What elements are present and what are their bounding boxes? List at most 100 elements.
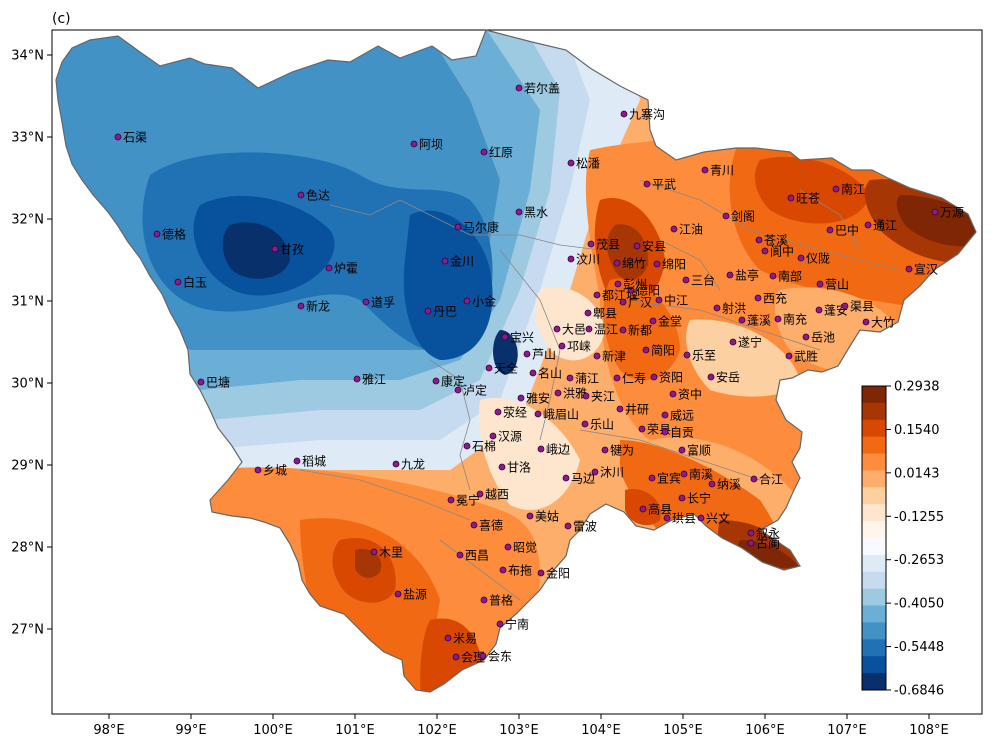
city-label: 岳池 (811, 331, 835, 345)
city-marker (707, 373, 715, 381)
x-tick-label: 108°E (909, 723, 949, 738)
city-marker (587, 240, 595, 248)
city-label: 茂县 (596, 238, 620, 252)
city-label: 道孚 (371, 296, 395, 310)
city-label: 乐至 (692, 349, 716, 363)
city-marker (489, 432, 497, 440)
city-label: 盐亭 (735, 268, 759, 283)
colorbar-segment (862, 622, 886, 640)
colorbar-tick-label: -0.4050 (894, 597, 944, 612)
city-marker (649, 317, 657, 325)
city-label: 平武 (652, 178, 676, 192)
city-label: 夹江 (591, 390, 615, 404)
x-tick-label: 104°E (581, 723, 621, 738)
city-marker (619, 326, 627, 334)
city-marker (456, 551, 464, 559)
city-label: 旺苍 (796, 192, 820, 206)
city-label: 甘孜 (280, 243, 304, 257)
city-label: 雅安 (526, 391, 550, 406)
city-label: 普格 (489, 593, 513, 608)
city-label: 木里 (379, 546, 403, 560)
city-label: 绵阳 (662, 258, 686, 272)
city-label: 德格 (162, 227, 186, 242)
city-label: 松潘 (576, 157, 600, 171)
city-label: 色达 (306, 189, 330, 203)
city-label: 宝兴 (510, 331, 534, 345)
colorbar-segment (862, 504, 886, 522)
city-label: 纳溪 (717, 478, 741, 492)
city-marker (501, 333, 509, 341)
city-marker (864, 221, 872, 229)
city-label: 小金 (472, 294, 496, 309)
city-marker (797, 254, 805, 262)
city-marker (832, 185, 840, 193)
city-label: 沐川 (600, 466, 624, 480)
city-label: 渠县 (850, 300, 874, 314)
x-tick-label: 101°E (335, 723, 375, 738)
city-marker (485, 364, 493, 372)
city-label: 犍为 (610, 444, 634, 458)
city-label: 仁寿 (622, 372, 646, 386)
city-marker (447, 496, 455, 504)
colorbar-frame (861, 385, 887, 691)
city-label: 新龙 (306, 299, 330, 314)
city-label: 南溪 (689, 467, 713, 482)
city-marker (905, 265, 913, 273)
colorbar-tick-label: 0.0143 (894, 466, 940, 481)
y-tick-label: 27°N (11, 623, 44, 638)
city-marker (655, 296, 663, 304)
city-label: 遂宁 (738, 335, 762, 350)
city-label: 宜宾 (657, 471, 681, 486)
colorbar-segment (862, 521, 886, 539)
city-marker (747, 539, 755, 547)
city-marker (480, 596, 488, 604)
city-label: 营山 (825, 278, 849, 292)
city-marker (432, 377, 440, 385)
city-label: 乐山 (590, 418, 614, 432)
city-label: 甘洛 (507, 460, 531, 475)
x-tick-label: 106°E (745, 723, 785, 738)
city-marker (558, 342, 566, 350)
city-label: 白玉 (183, 275, 207, 290)
city-marker (297, 191, 305, 199)
city-marker (174, 278, 182, 286)
city-label: 泸定 (463, 383, 487, 398)
city-marker (424, 307, 432, 315)
city-label: 大邑 (562, 323, 586, 337)
city-label: 南充 (783, 312, 807, 327)
city-marker (754, 294, 762, 302)
city-marker (523, 350, 531, 358)
city-label: 九寨沟 (629, 107, 665, 122)
city-label: 会理 (461, 651, 485, 665)
city-label: 苍溪 (764, 234, 788, 248)
city-label: 天全 (494, 361, 518, 376)
colorbar-tick-label: -0.2653 (894, 553, 944, 568)
city-label: 仪陇 (806, 251, 830, 266)
city-marker (479, 652, 487, 660)
city-marker (582, 392, 590, 400)
y-tick-label: 34°N (11, 49, 44, 64)
city-marker (701, 166, 709, 174)
y-tick-label: 29°N (11, 459, 44, 474)
colorbar-segment (862, 538, 886, 556)
city-marker (648, 474, 656, 482)
city-marker (554, 389, 562, 397)
y-tick-label: 30°N (11, 377, 44, 392)
city-label: 洪雅 (563, 386, 587, 401)
city-marker (517, 394, 525, 402)
colorbar-segment (862, 588, 886, 607)
city-marker (802, 333, 810, 341)
city-marker (614, 280, 622, 288)
city-label: 布拖 (508, 564, 532, 578)
city-label: 昭觉 (513, 541, 537, 555)
city-label: 古蔺 (756, 536, 780, 551)
city-marker (643, 180, 651, 188)
city-label: 珙县 (672, 512, 696, 526)
city-marker (537, 569, 545, 577)
city-label: 金堂 (658, 314, 682, 329)
city-layer: 若尔盖九寨沟石渠 阿坝红原松潘 青川平武色达黑水马尔康旺苍南江剑阁 万源德格甘孜炉霍金… (114, 81, 964, 665)
city-marker (616, 405, 624, 413)
city-label: 会东 (488, 650, 512, 664)
city-marker (713, 304, 721, 312)
colorbar-segment (862, 402, 886, 421)
